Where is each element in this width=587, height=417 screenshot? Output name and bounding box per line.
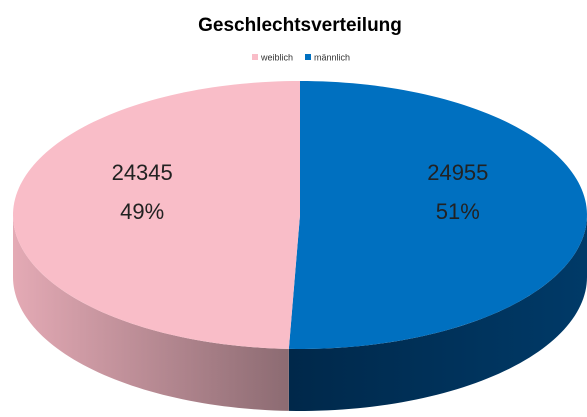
legend-label: männlich bbox=[314, 52, 350, 62]
slice bbox=[13, 81, 300, 349]
legend-label: weiblich bbox=[260, 52, 293, 62]
data-label: 24345 bbox=[112, 160, 173, 185]
slice-side bbox=[13, 215, 289, 411]
data-label-percent: 49% bbox=[120, 199, 164, 224]
slice bbox=[288, 81, 587, 349]
data-label-percent: 51% bbox=[436, 199, 480, 224]
chart-title: Geschlechtsverteilung bbox=[198, 15, 402, 36]
data-label: 24955 bbox=[427, 160, 488, 185]
slice-side bbox=[288, 215, 587, 411]
legend-swatch bbox=[305, 54, 311, 60]
legend-swatch bbox=[252, 54, 258, 60]
